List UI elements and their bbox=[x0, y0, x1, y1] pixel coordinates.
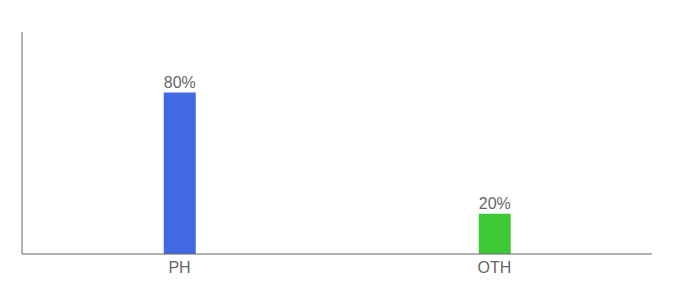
svg-text:80%: 80% bbox=[164, 74, 196, 91]
svg-text:PH: PH bbox=[168, 259, 190, 276]
svg-text:OTH: OTH bbox=[478, 259, 512, 276]
svg-text:20%: 20% bbox=[479, 195, 511, 212]
